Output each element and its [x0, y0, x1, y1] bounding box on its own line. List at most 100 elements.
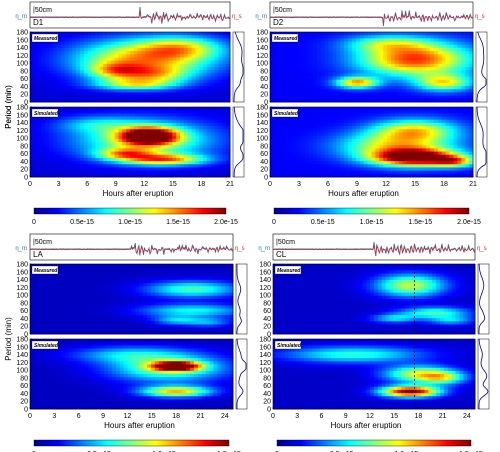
- heatmap-cell: [285, 132, 290, 137]
- heatmap-cell: [461, 119, 466, 124]
- heatmap-cell: [64, 161, 69, 165]
- heatmap-cell: [340, 116, 345, 121]
- heatmap-cell: [355, 63, 361, 68]
- heatmap-cell: [187, 32, 192, 36]
- heatmap-cell: [56, 110, 62, 114]
- heatmap-cell: [183, 122, 189, 127]
- heatmap-cell: [41, 98, 46, 103]
- heatmap-cell: [270, 107, 275, 111]
- heatmap-cell: [141, 113, 146, 117]
- heatmap-cell: [336, 132, 341, 137]
- heatmap-cell: [316, 170, 322, 175]
- heatmap-cell: [418, 60, 423, 65]
- heatmap-cell: [168, 148, 173, 152]
- heatmap-cell: [218, 116, 223, 121]
- heatmap-cell: [172, 126, 177, 130]
- heatmap-cell: [72, 95, 77, 100]
- heatmap-cell: [160, 107, 166, 111]
- heatmap-cell: [270, 32, 275, 36]
- heatmap-cell: [83, 41, 89, 46]
- heatmap-cell: [301, 126, 306, 130]
- heatmap-cell: [191, 145, 196, 149]
- heatmap-cell: [49, 138, 54, 143]
- heatmap-cell: [164, 154, 169, 159]
- heatmap-cell: [332, 116, 337, 121]
- heatmap-cell: [379, 151, 384, 156]
- heatmap-cell: [309, 38, 314, 42]
- heatmap-cell: [293, 161, 298, 165]
- heatmap-cell: [320, 122, 326, 127]
- heatmap-cell: [133, 98, 139, 103]
- x-tick-label: 18: [440, 181, 448, 188]
- heatmap-cell: [76, 51, 81, 55]
- heatmap-cell: [344, 129, 349, 133]
- heatmap-cell: [41, 107, 46, 111]
- heatmap-cell: [441, 119, 447, 124]
- heatmap-cell: [168, 89, 173, 93]
- heatmap-cell: [410, 73, 415, 77]
- y-tick-label: 180: [16, 30, 28, 37]
- heatmap-cell: [64, 38, 69, 42]
- heatmap-cell: [355, 135, 361, 140]
- heatmap-cell: [210, 95, 216, 100]
- heatmap-cell: [293, 57, 298, 62]
- heatmap-cell: [316, 145, 322, 149]
- heatmap-cell: [312, 157, 318, 162]
- heatmap-cell: [153, 89, 158, 93]
- heatmap-cell: [222, 161, 227, 165]
- heatmap-cell: [371, 173, 376, 178]
- heatmap-cell: [336, 44, 341, 49]
- heatmap-cell: [398, 161, 404, 165]
- heatmap-cell: [203, 67, 208, 71]
- x-tick-label: 18: [198, 181, 206, 188]
- heatmap-cell: [137, 145, 142, 149]
- heatmap-cell: [210, 73, 216, 77]
- heatmap-cell: [133, 57, 139, 62]
- heatmap-cell: [203, 82, 208, 87]
- heatmap-cell: [56, 73, 62, 77]
- heatmap-cell: [320, 60, 326, 65]
- heatmap-cell: [410, 60, 415, 65]
- heatmap-cell: [149, 119, 154, 124]
- wave-scale-label: |50cm: [33, 239, 52, 246]
- heatmap-cell: [130, 151, 135, 156]
- heatmap-cell: [130, 161, 135, 165]
- heatmap-cell: [103, 95, 108, 100]
- heatmap-cell: [402, 79, 408, 84]
- heatmap-cell: [133, 142, 139, 146]
- heatmap-cell: [187, 173, 192, 178]
- heatmap-cell: [53, 302, 58, 306]
- heatmap-cell: [293, 157, 298, 162]
- heatmap-cell: [156, 170, 162, 175]
- heatmap-cell: [270, 135, 275, 140]
- heatmap-cell: [206, 76, 212, 81]
- heatmap-cell: [64, 41, 69, 46]
- heatmap-cell: [183, 92, 189, 97]
- heatmap-cell: [414, 145, 419, 149]
- heatmap-cell: [33, 321, 39, 325]
- heatmap-cell: [153, 47, 158, 52]
- heatmap-cell: [72, 173, 77, 178]
- heatmap-cell: [277, 164, 283, 168]
- heatmap-cell: [430, 86, 435, 90]
- heatmap-cell: [110, 126, 116, 130]
- heatmap-cell: [348, 129, 353, 133]
- heatmap-cell: [110, 164, 116, 168]
- heatmap-cell: [103, 107, 108, 111]
- heatmap-cell: [37, 132, 42, 137]
- heatmap-cell: [68, 73, 73, 77]
- heatmap-cell: [80, 60, 85, 65]
- heatmap-cell: [418, 47, 423, 52]
- heatmap-cell: [41, 170, 46, 175]
- heatmap-cell: [449, 86, 454, 90]
- heatmap-cell: [340, 151, 345, 156]
- heatmap-cell: [149, 73, 154, 77]
- heatmap-cell: [222, 151, 227, 156]
- heatmap-cell: [68, 132, 73, 137]
- heatmap-cell: [49, 321, 54, 325]
- heatmap-cell: [164, 35, 169, 39]
- heatmap-cell: [191, 110, 196, 114]
- heatmap-cell: [172, 110, 177, 114]
- heatmap-cell: [64, 122, 69, 127]
- heatmap-cell: [320, 138, 326, 143]
